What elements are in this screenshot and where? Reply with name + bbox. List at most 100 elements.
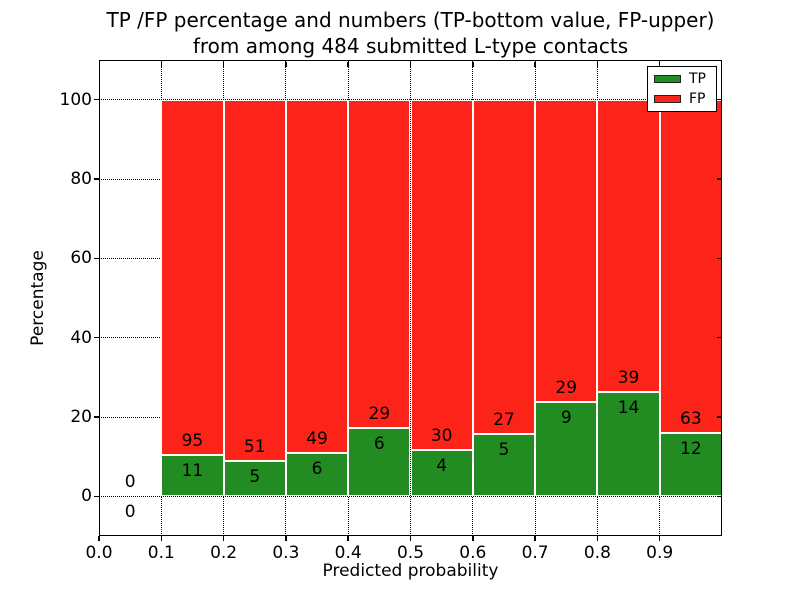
annotation-fp-count: 63 xyxy=(680,408,702,429)
annotation-tp-count: 14 xyxy=(617,397,640,418)
x-tick-label: 0.4 xyxy=(334,543,362,563)
bar-tp-segment xyxy=(597,391,660,497)
annotation-tp-count: 5 xyxy=(498,440,510,461)
x-tick xyxy=(658,536,661,541)
bar-tp-segment xyxy=(348,428,411,497)
y-tick xyxy=(94,495,99,498)
x-tick-label: 0.6 xyxy=(459,543,487,563)
legend-swatch-tp xyxy=(654,75,681,83)
annotation-tp-count: 6 xyxy=(311,459,323,480)
y-tick xyxy=(94,336,99,339)
y-tick-right xyxy=(717,416,722,418)
legend-swatch-fp xyxy=(654,95,681,103)
annotation-fp-count: 27 xyxy=(493,410,515,431)
bar-tp-segment xyxy=(535,402,598,497)
bar xyxy=(410,99,473,497)
x-tick-label: 0.3 xyxy=(272,543,300,563)
y-tick-label: 100 xyxy=(59,89,92,110)
x-tick-top xyxy=(658,61,661,67)
x-tick-label: 0.7 xyxy=(521,543,549,563)
bar-tp-segment xyxy=(285,453,349,497)
x-tick-label: 0.0 xyxy=(85,543,113,563)
bar xyxy=(161,99,224,497)
bar-fp-segment xyxy=(348,99,411,429)
y-tick xyxy=(94,416,99,418)
y-tick-label: 60 xyxy=(70,248,92,269)
bar-tp-segment xyxy=(472,434,536,497)
x-tick xyxy=(534,536,536,541)
x-tick-label: 0.9 xyxy=(646,543,674,563)
bar-fp-segment xyxy=(472,99,536,435)
y-tick-label: 20 xyxy=(70,407,92,427)
bar xyxy=(285,99,349,497)
bar xyxy=(659,99,722,497)
x-tick xyxy=(160,536,163,541)
x-tick-top xyxy=(285,61,287,67)
y-tick-right xyxy=(717,495,722,498)
x-tick-label: 0.8 xyxy=(583,543,611,563)
x-tick-top xyxy=(347,61,349,67)
y-tick xyxy=(94,98,99,101)
chart-title-line1: TP /FP percentage and numbers (TP-bottom… xyxy=(106,8,715,32)
x-tick-top xyxy=(472,61,474,67)
bar-tp-segment xyxy=(161,455,224,497)
x-tick-label: 0.5 xyxy=(396,543,425,563)
annotation-tp-count: 9 xyxy=(560,408,572,429)
x-tick-top xyxy=(534,61,536,67)
annotation-tp-count: 12 xyxy=(680,438,702,459)
bar-fp-segment xyxy=(535,99,598,403)
annotation-fp-count: 29 xyxy=(368,404,391,425)
bar-fp-segment xyxy=(223,99,286,461)
annotation-fp-count: 30 xyxy=(430,425,453,446)
x-tick-top xyxy=(222,61,225,67)
x-tick xyxy=(285,536,287,541)
x-tick-top xyxy=(409,61,412,67)
annotation-tp-count: 11 xyxy=(181,461,204,482)
legend-item-tp: TP xyxy=(654,70,710,87)
bar-fp-segment xyxy=(410,99,473,450)
y-tick-label: 0 xyxy=(81,486,92,507)
legend-item-fp: FP xyxy=(654,90,710,107)
x-tick xyxy=(222,536,225,541)
x-axis-label: Predicted probability xyxy=(322,561,499,581)
y-tick-label: 80 xyxy=(70,169,92,189)
annotation-fp-count: 0 xyxy=(124,472,136,493)
y-tick-right xyxy=(717,257,722,260)
x-tick xyxy=(347,536,349,541)
bar-fp-segment xyxy=(659,99,722,433)
y-tick xyxy=(94,257,99,260)
x-tick-label: 0.1 xyxy=(147,543,175,563)
bar xyxy=(223,99,286,497)
x-tick-label: 0.2 xyxy=(210,543,238,563)
chart-title-line2: from among 484 submitted L-type contacts xyxy=(192,34,629,58)
x-tick xyxy=(472,536,474,541)
x-tick-top xyxy=(160,61,163,67)
legend-label-fp: FP xyxy=(689,90,706,107)
bar-fp-segment xyxy=(285,99,349,454)
bar-fp-segment xyxy=(161,99,224,456)
annotation-fp-count: 49 xyxy=(306,429,328,450)
x-tick xyxy=(98,536,100,541)
legend: TP FP xyxy=(647,66,717,112)
x-tick xyxy=(596,536,599,541)
y-tick-right xyxy=(717,98,722,101)
y-tick xyxy=(94,178,99,180)
y-tick-label: 40 xyxy=(70,327,92,348)
bar-tp-segment xyxy=(223,460,286,497)
bar-fp-segment xyxy=(597,99,660,392)
annotation-tp-count: 4 xyxy=(436,455,448,476)
bar xyxy=(348,99,411,497)
legend-label-tp: TP xyxy=(689,70,706,87)
bar-tp-segment xyxy=(410,449,473,497)
annotation-fp-count: 51 xyxy=(243,436,266,457)
bar xyxy=(472,99,536,497)
bar xyxy=(535,99,598,497)
annotation-fp-count: 95 xyxy=(181,431,204,452)
bar xyxy=(597,99,660,497)
annotation-tp-count: 5 xyxy=(249,466,261,487)
annotation-tp-count: 6 xyxy=(373,434,385,455)
annotation-fp-count: 29 xyxy=(555,378,578,399)
y-tick-right xyxy=(717,336,722,339)
x-tick xyxy=(409,536,412,541)
